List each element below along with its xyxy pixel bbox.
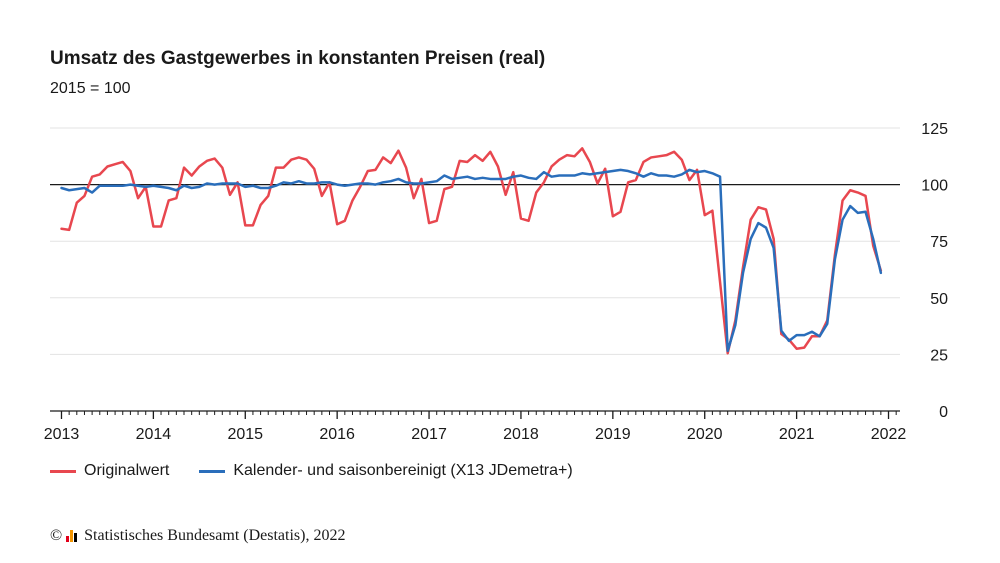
series-line-original — [60, 147, 883, 355]
x-tick-label: 2020 — [687, 426, 723, 443]
chart-subtitle: 2015 = 100 — [50, 80, 131, 97]
source-note: © Statistisches Bundesamt (Destatis), 20… — [50, 527, 345, 545]
gridlines — [50, 127, 900, 355]
legend: Originalwert Kalender- und saisonbereini… — [50, 462, 603, 480]
legend-swatch-seasonal — [199, 469, 226, 473]
logo-bar — [70, 530, 74, 542]
series-line-seasonal — [60, 168, 883, 353]
x-tick-label: 2015 — [227, 426, 263, 443]
y-tick-label: 0 — [939, 404, 948, 421]
y-tick-label: 25 — [930, 347, 948, 364]
x-axis — [50, 410, 900, 419]
x-tick-label: 2021 — [779, 426, 815, 443]
legend-label-seasonal: Kalender- und saisonbereinigt (X13 JDeme… — [233, 462, 573, 479]
source-text: Statistisches Bundesamt (Destatis), 2022 — [84, 527, 346, 544]
x-tick-label: 2019 — [595, 426, 631, 443]
x-tick-label: 2013 — [44, 426, 80, 443]
x-tick-label: 2018 — [503, 426, 539, 443]
x-tick-label: 2016 — [319, 426, 355, 443]
destatis-logo-icon — [66, 530, 78, 542]
tick-labels: 0 25 50 75 100 125 2013 2014 2015 2016 2017 2018 201… — [44, 121, 948, 443]
y-tick-label: 100 — [921, 178, 948, 195]
copyright-symbol: © — [50, 527, 63, 544]
chart-title: Umsatz des Gastgewerbes in konstanten Pr… — [50, 48, 546, 69]
y-tick-label: 125 — [921, 121, 948, 138]
logo-bar — [74, 533, 78, 542]
legend-item-seasonal: Kalender- und saisonbereinigt (X13 JDeme… — [199, 462, 573, 480]
legend-item-original: Originalwert — [50, 462, 169, 480]
logo-bar — [66, 536, 70, 542]
x-tick-label: 2017 — [411, 426, 447, 443]
y-tick-label: 75 — [930, 234, 948, 251]
legend-label-original: Originalwert — [84, 462, 170, 479]
legend-swatch-original — [50, 469, 76, 473]
x-tick-label: 2022 — [871, 426, 907, 443]
x-tick-label: 2014 — [136, 426, 172, 443]
series-lines — [60, 147, 883, 355]
y-tick-label: 50 — [930, 291, 948, 308]
